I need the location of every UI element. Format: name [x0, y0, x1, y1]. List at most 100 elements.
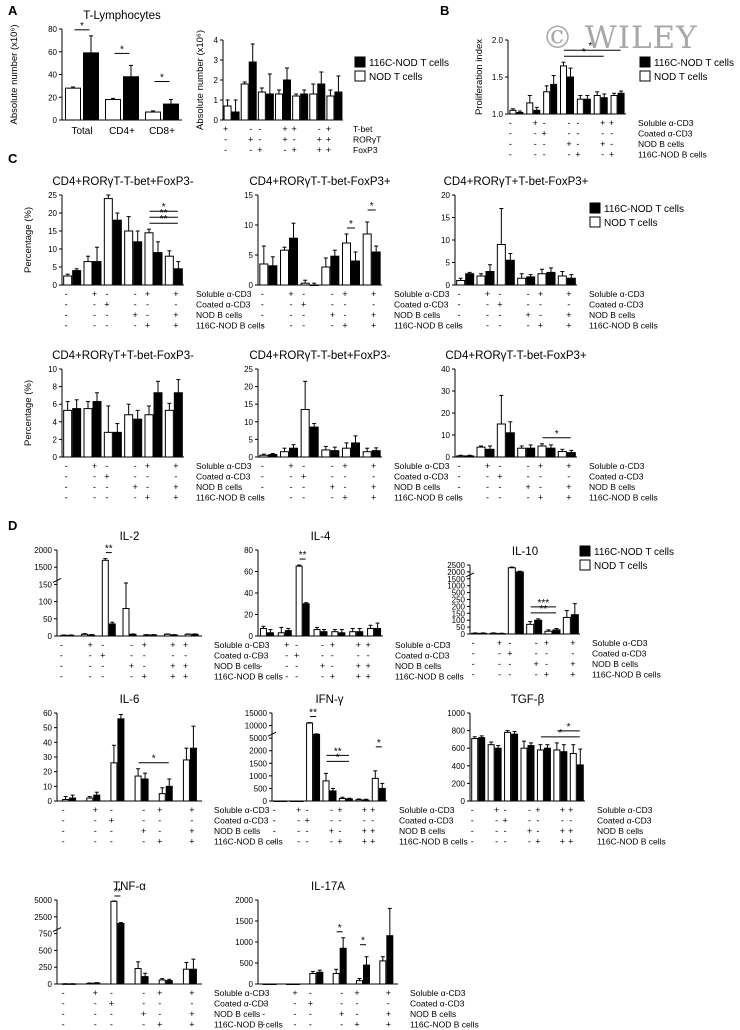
- condition-sign-C2: +: [371, 321, 376, 331]
- bar-D6: [504, 731, 512, 802]
- condition-sign-D5: +: [370, 826, 375, 836]
- condition-sign-C6: -: [527, 472, 530, 482]
- condition-sign-C5: -: [302, 493, 305, 503]
- y-tick-label-D4: 0: [48, 797, 53, 806]
- bar-B: [533, 109, 541, 115]
- condition-sign-D6: +: [560, 826, 565, 836]
- bar-D3: [544, 630, 553, 635]
- bar-C3: [505, 259, 515, 286]
- condition-sign-D3: -: [545, 649, 548, 659]
- condition-sign-D6: -: [504, 837, 507, 847]
- bar-C1: [72, 270, 82, 286]
- legend-swatch-control-C: [589, 216, 601, 228]
- bar-D2: [349, 631, 357, 637]
- bar-D5: [289, 800, 297, 802]
- condition-row-label-D7: Soluble α-CD3: [214, 988, 270, 998]
- bar-D5: [345, 798, 353, 802]
- condition-sign-D2: +: [365, 640, 370, 650]
- condition-sign-D8: +: [386, 1020, 391, 1030]
- legend-swatch-stim-A: [354, 56, 366, 68]
- y-tick-label-D7: 0: [48, 980, 53, 989]
- chart-title-C2: CD4+RORγT-T-bet-FoxP3+: [249, 176, 391, 188]
- condition-sign-B: -: [509, 129, 512, 139]
- condition-row-label-D8: 116C-NOD B cells: [410, 1020, 479, 1030]
- condition-sign-C6: -: [567, 472, 570, 482]
- bar-D8: [339, 947, 347, 985]
- y-tick-label-C2: 15: [244, 191, 253, 200]
- condition-sign-D6: +: [568, 805, 573, 815]
- condition-sign-C1: -: [93, 300, 96, 310]
- bar-D1: [81, 633, 89, 637]
- condition-sign-D4: -: [142, 816, 145, 826]
- chart-title-C5: CD4+RORγT-T-bet+FoxP3-: [249, 350, 390, 362]
- condition-sign-C2: -: [331, 289, 334, 299]
- y-tick-label-A1: 0: [53, 116, 58, 125]
- bar-D6: [487, 744, 495, 802]
- condition-sign-B: -: [576, 118, 579, 128]
- condition-sign-C3: -: [498, 310, 501, 320]
- bar-D3: [489, 632, 498, 635]
- condition-sign-C2: -: [290, 300, 293, 310]
- condition-sign-C1: +: [145, 321, 150, 331]
- condition-sign-D6: -: [536, 816, 539, 826]
- condition-sign-D7: -: [142, 999, 145, 1009]
- y-tick-label-D2: 20: [244, 611, 253, 620]
- bar-D7: [117, 923, 125, 985]
- bar-D6: [560, 751, 568, 802]
- y-tick-label-A2: 0: [214, 116, 219, 125]
- significance-label-C1: *: [162, 202, 166, 213]
- condition-sign-D8: -: [340, 988, 343, 998]
- bar-C2: [342, 242, 351, 286]
- bar-C2: [268, 265, 278, 286]
- bar-D3: [534, 619, 543, 635]
- condition-row-label-C3: 116C-NOD B cells: [589, 321, 658, 331]
- condition-sign-D6: -: [528, 837, 531, 847]
- y-tick-label-C4: 4: [53, 418, 58, 427]
- y-tick-label-D4: 10: [43, 782, 52, 791]
- condition-row-label-C2: NOD B cells: [394, 310, 440, 320]
- condition-sign-C1: -: [65, 310, 68, 320]
- condition-sign-D1: -: [60, 661, 63, 671]
- bar-B: [610, 95, 618, 115]
- bar-D3: [526, 623, 535, 635]
- condition-sign-C3: +: [566, 310, 571, 320]
- y-tick-label-D5: 500: [254, 784, 268, 793]
- condition-sign-A2: +: [317, 145, 322, 155]
- bar-B: [617, 92, 625, 115]
- bar-D4: [62, 799, 70, 802]
- condition-sign-C6: -: [498, 493, 501, 503]
- condition-sign-D6: -: [528, 805, 531, 815]
- condition-sign-D1: +: [100, 651, 105, 661]
- condition-row-label-D7: 116C-NOD B cells: [214, 1020, 283, 1030]
- condition-sign-D5: -: [306, 805, 309, 815]
- y-tick-label-C3: 0: [446, 281, 451, 290]
- bar-D8: [363, 964, 370, 985]
- condition-sign-B: -: [568, 150, 571, 160]
- condition-sign-C1: -: [65, 321, 68, 331]
- bar-C6: [546, 447, 556, 458]
- bar-C4: [124, 414, 134, 458]
- y-tick-label-D3: 100: [452, 616, 466, 625]
- condition-sign-C2: +: [288, 289, 293, 299]
- y-tick-label-D1: 2000: [34, 546, 52, 555]
- significance-label-D2: **: [299, 550, 307, 561]
- condition-sign-C4: +: [104, 472, 109, 482]
- condition-sign-C5: -: [261, 482, 264, 492]
- condition-sign-D4: -: [94, 826, 97, 836]
- condition-sign-B: +: [600, 118, 605, 128]
- panel-letter: D: [8, 518, 17, 533]
- bar-D1: [108, 623, 116, 637]
- bar-C2: [300, 282, 310, 286]
- condition-row-label-C3: NOD B cells: [589, 310, 635, 320]
- condition-sign-D7: -: [62, 988, 65, 998]
- bar-D2: [277, 632, 285, 637]
- bar-D5: [329, 790, 337, 802]
- bar-C2: [371, 251, 381, 286]
- condition-sign-C6: -: [527, 493, 530, 503]
- y-tick-label-A2: 4: [214, 36, 219, 45]
- bar-C1: [63, 275, 73, 286]
- bar-D4: [69, 797, 77, 802]
- condition-sign-C4: -: [146, 482, 149, 492]
- condition-row-label-B: NOD B cells: [638, 139, 684, 149]
- condition-sign-C3: -: [527, 321, 530, 331]
